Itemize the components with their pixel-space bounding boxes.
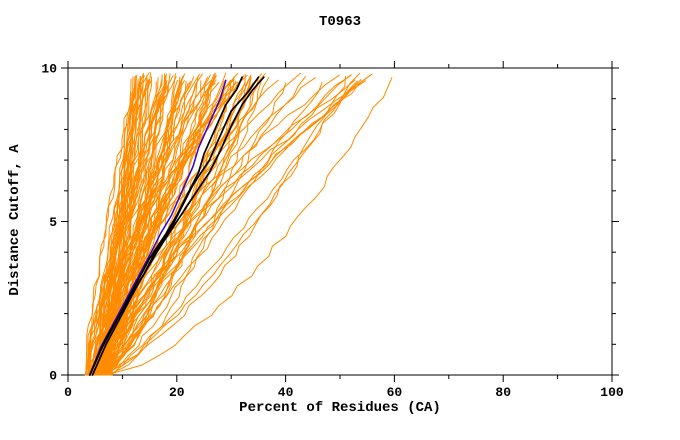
x-tick-label: 80	[495, 385, 511, 400]
series-reference-model-2	[91, 76, 265, 376]
series-predicted-models-ensemble	[84, 72, 393, 376]
x-tick-label: 0	[64, 385, 72, 400]
y-tick-label: 0	[49, 369, 57, 384]
tick-labels: 0 20 40 60 80 100 0 5 10	[41, 62, 624, 401]
y-tick-label: 5	[49, 215, 57, 230]
axis-ticks	[61, 61, 619, 382]
x-tick-label: 40	[278, 385, 294, 400]
y-tick-label: 10	[41, 62, 57, 77]
series-highlight-model-blue	[89, 79, 227, 376]
x-tick-label: 20	[169, 385, 185, 400]
x-axis-label: Percent of Residues (CA)	[239, 400, 441, 416]
series-reference-model-3	[88, 76, 260, 376]
x-tick-label: 100	[600, 385, 624, 400]
chart-title: T0963	[318, 14, 361, 30]
x-tick-label: 60	[387, 385, 403, 400]
